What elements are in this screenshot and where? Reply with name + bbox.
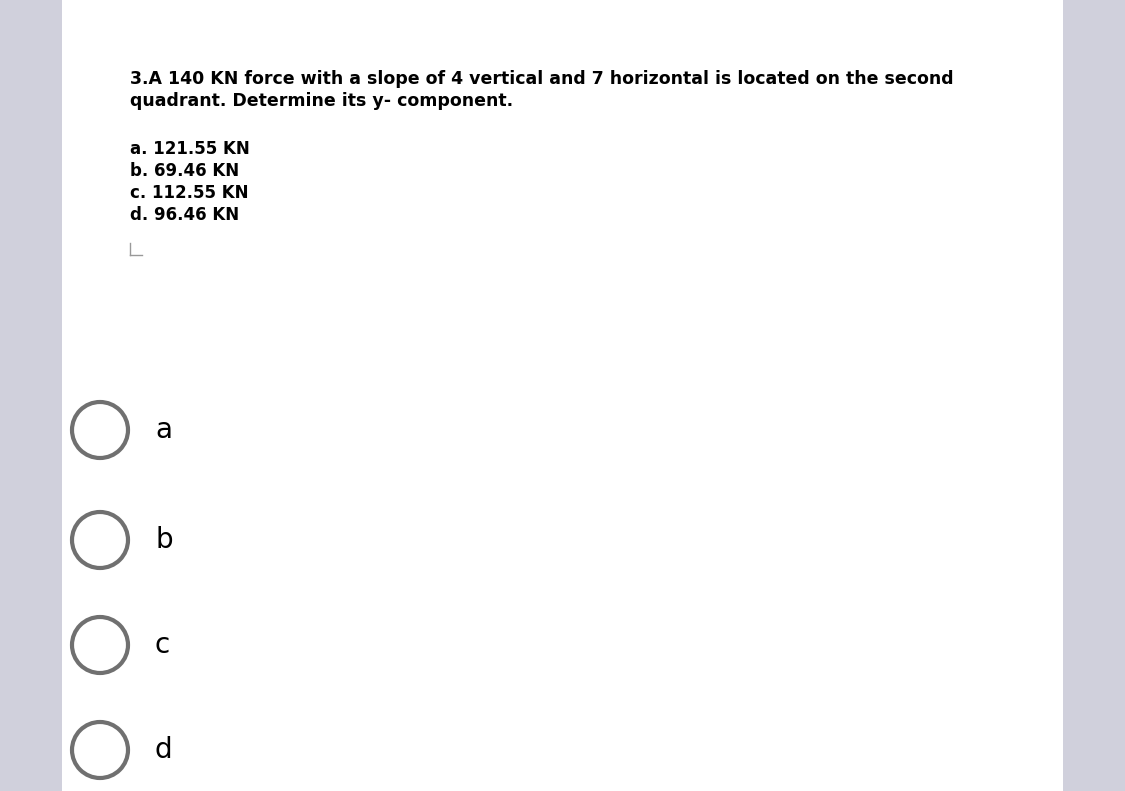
Text: a. 121.55 KN: a. 121.55 KN <box>130 140 250 158</box>
Text: b. 69.46 KN: b. 69.46 KN <box>130 162 240 180</box>
Text: d: d <box>155 736 172 764</box>
Text: 3.A 140 KN force with a slope of 4 vertical and 7 horizontal is located on the s: 3.A 140 KN force with a slope of 4 verti… <box>130 70 954 88</box>
Text: c: c <box>155 631 170 659</box>
Text: d. 96.46 KN: d. 96.46 KN <box>130 206 240 224</box>
Text: a: a <box>155 416 172 444</box>
Bar <box>0 0 62 791</box>
Text: b: b <box>155 526 172 554</box>
Text: c. 112.55 KN: c. 112.55 KN <box>130 184 249 202</box>
Text: quadrant. Determine its y- component.: quadrant. Determine its y- component. <box>130 92 513 110</box>
Bar <box>1063 0 1125 791</box>
